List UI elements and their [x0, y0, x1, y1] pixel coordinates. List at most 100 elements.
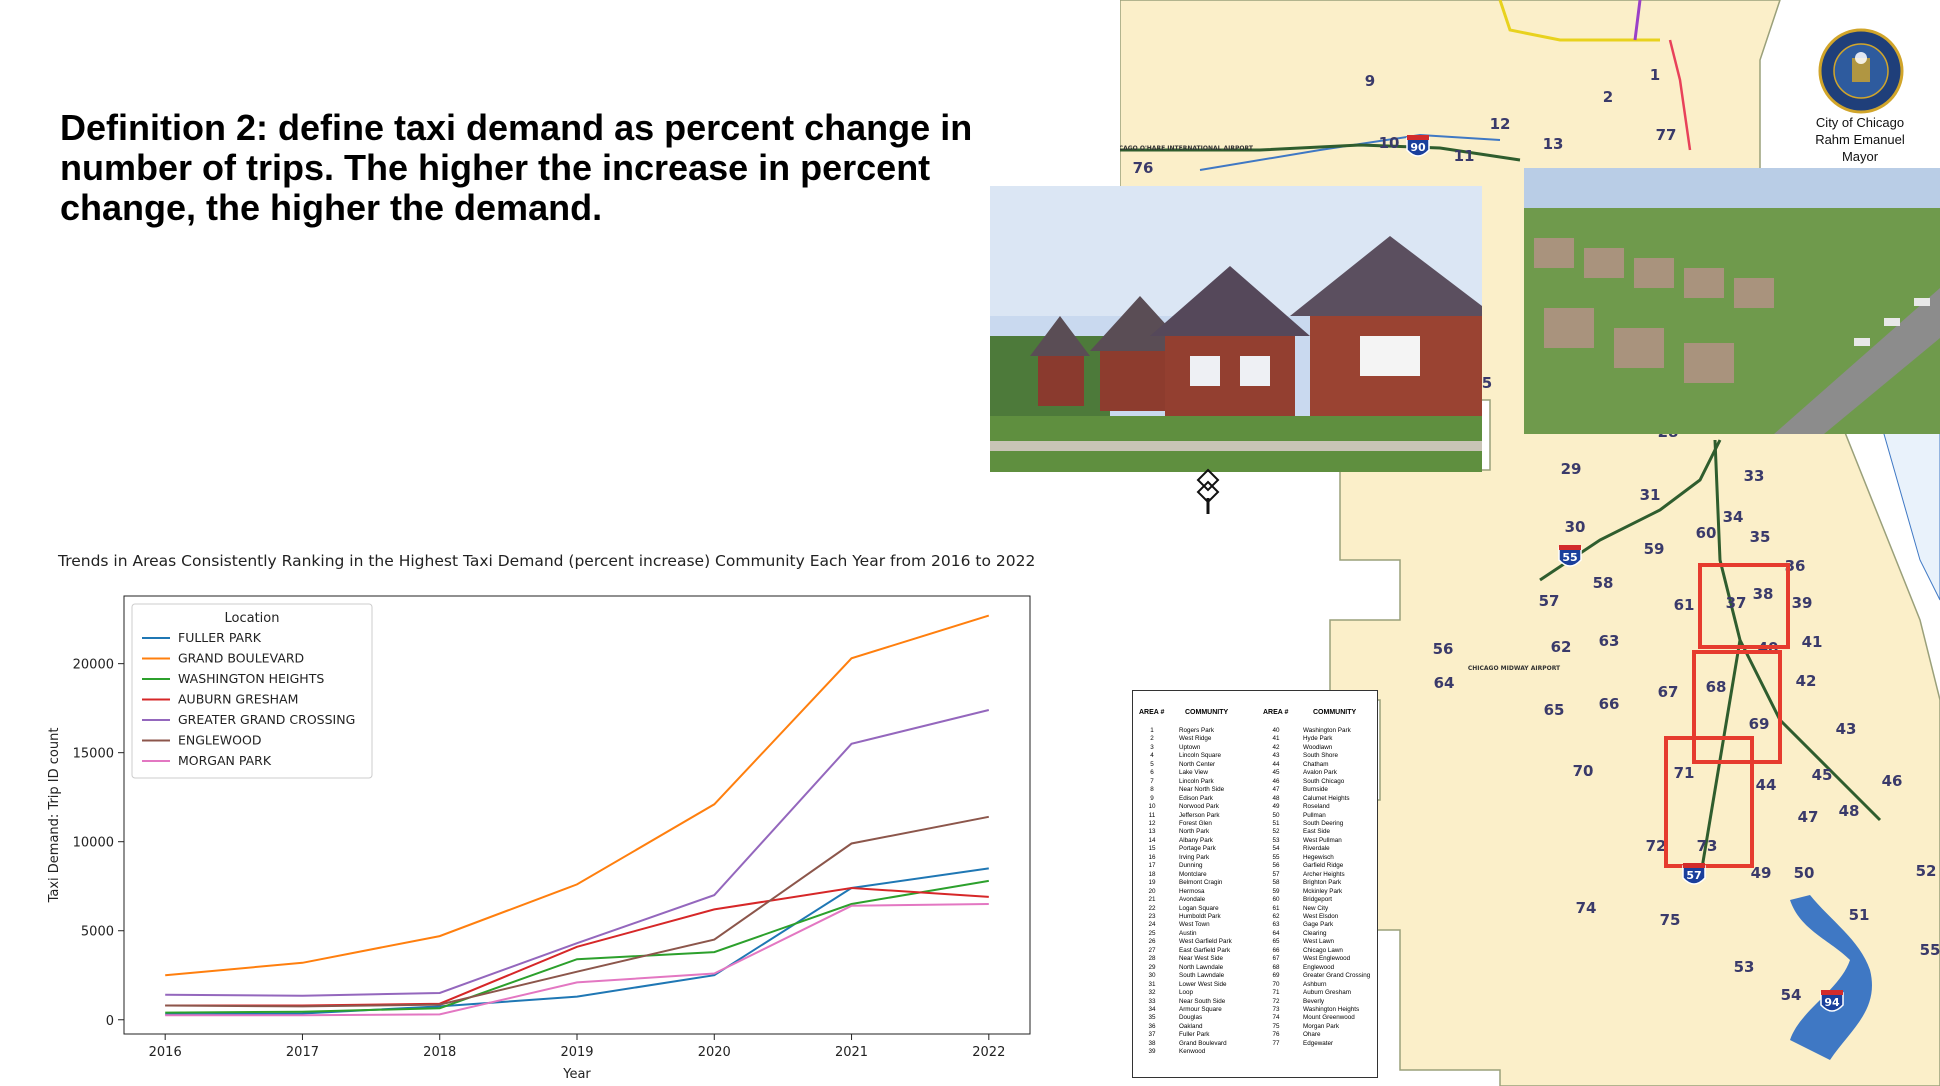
city-seal-icon	[1818, 28, 1904, 114]
area-number: 30	[1148, 972, 1156, 980]
community-name: Edgewater	[1303, 1039, 1334, 1047]
area-number: 17	[1148, 862, 1156, 870]
area-number: 34	[1148, 1005, 1156, 1013]
area-number: 52	[1272, 828, 1280, 836]
map-area-number: 55	[1920, 941, 1940, 959]
community-name: Near South Side	[1179, 997, 1226, 1005]
map-place-label: CHICAGO O'HARE INTERNATIONAL AIRPORT	[1120, 145, 1254, 152]
interstate-shield-icon	[1558, 547, 1582, 567]
area-number: 63	[1272, 921, 1280, 929]
x-tick-label: 2016	[149, 1045, 182, 1060]
community-name: Rogers Park	[1179, 727, 1214, 734]
table-row: 62 West Elsdon	[1265, 913, 1370, 921]
area-number: 11	[1148, 811, 1156, 819]
table-row: 39 Kenwood	[1141, 1048, 1232, 1056]
community-name: Beverly	[1303, 997, 1324, 1005]
seal-caption-line: Rahm Emanuel	[1815, 132, 1905, 147]
area-number: 46	[1272, 777, 1280, 785]
map-area-number: 41	[1802, 633, 1823, 651]
community-name: Hyde Park	[1303, 735, 1333, 743]
community-name: Lincoln Park	[1179, 777, 1214, 785]
area-number: 35	[1148, 1014, 1156, 1022]
community-name: Ashburn	[1303, 980, 1327, 988]
seal-caption: City of Chicago Rahm Emanuel Mayor	[1790, 114, 1930, 165]
community-name: North Center	[1179, 760, 1216, 768]
map-area-number: 57	[1539, 592, 1560, 610]
community-name: Loop	[1179, 989, 1194, 997]
map-area-number: 68	[1706, 678, 1727, 696]
community-name: Lake View	[1179, 769, 1208, 777]
map-area-number: 64	[1434, 674, 1455, 692]
interstate-shield-icon	[1406, 137, 1430, 157]
highlight-box-37-38	[1698, 563, 1790, 649]
community-name: Chicago Lawn	[1303, 946, 1343, 954]
area-number: 18	[1148, 870, 1156, 878]
y-tick-label: 10000	[73, 836, 114, 851]
table-row: 64 Clearing	[1265, 930, 1370, 938]
community-name: Brighton Park	[1303, 879, 1342, 887]
table-row: 58 Brighton Park	[1265, 879, 1370, 887]
map-area-number: 49	[1751, 864, 1772, 882]
area-number: 15	[1148, 845, 1156, 853]
table-header-area-right: AREA #	[1263, 709, 1289, 716]
community-name: Pullman	[1303, 811, 1326, 819]
table-row: 19 Belmont Cragin	[1141, 879, 1232, 887]
area-number: 42	[1272, 743, 1280, 751]
table-row: 46 South Chicago	[1265, 778, 1370, 786]
map-area-number: 63	[1599, 632, 1620, 650]
table-row: 47 Burnside	[1265, 786, 1370, 794]
table-row: 27 East Garfield Park	[1141, 947, 1232, 955]
table-row: 56 Garfield Ridge	[1265, 862, 1370, 870]
slide-heading: Definition 2: define taxi demand as perc…	[60, 107, 973, 228]
map-area-number: 30	[1565, 518, 1586, 536]
map-area-number: 72	[1646, 837, 1667, 855]
area-number: 61	[1272, 904, 1280, 912]
purple-line	[1633, 0, 1642, 41]
table-row: 73 Washington Heights	[1265, 1006, 1370, 1014]
community-name: Fuller Park	[1179, 1031, 1210, 1039]
table-row: 67 West Englewood	[1265, 955, 1370, 963]
community-name: South Deering	[1303, 819, 1344, 827]
area-number: 5	[1150, 760, 1154, 768]
table-row: 30 South Lawndale	[1141, 972, 1232, 980]
table-row: 14 Albany Park	[1141, 837, 1232, 845]
table-row: 1 Rogers Park	[1141, 727, 1232, 735]
area-number: 7	[1150, 777, 1154, 785]
table-row: 65 West Lawn	[1265, 938, 1370, 946]
y-tick-label: 0	[106, 1014, 114, 1029]
interstate-shield-icon	[1682, 865, 1706, 885]
community-name: Roseland	[1303, 803, 1330, 811]
table-row: 16 Irving Park	[1141, 854, 1232, 862]
map-area-number: 60	[1696, 524, 1717, 542]
community-name: East Side	[1303, 828, 1330, 836]
table-row: 59 Mckinley Park	[1265, 888, 1370, 896]
table-row: 28 Near West Side	[1141, 955, 1232, 963]
map-area-number: 74	[1576, 899, 1597, 917]
map-area-number: 51	[1849, 906, 1870, 924]
interstate-shield-band	[1683, 863, 1705, 868]
area-number: 13	[1148, 828, 1156, 836]
table-header-community-left: COMMUNITY	[1185, 709, 1229, 716]
area-number: 50	[1272, 811, 1280, 819]
table-row: 11 Jefferson Park	[1141, 812, 1232, 820]
map-area-number: 10	[1379, 134, 1400, 152]
table-row: 49 Roseland	[1265, 803, 1370, 811]
community-name: South Lawndale	[1179, 972, 1225, 980]
area-number: 25	[1148, 929, 1156, 937]
area-number: 59	[1272, 887, 1280, 895]
area-number: 56	[1272, 862, 1280, 870]
area-number: 31	[1148, 980, 1156, 988]
legend-box	[131, 603, 373, 779]
table-row: 68 Englewood	[1265, 964, 1370, 972]
expressway-90	[1120, 143, 1521, 162]
community-name: Kenwood	[1179, 1048, 1206, 1056]
table-row: 69 Greater Grand Crossing	[1265, 972, 1370, 980]
map-area-number: 42	[1796, 672, 1817, 690]
community-name: Garfield Ridge	[1303, 862, 1344, 870]
table-header-area-left: AREA #	[1139, 709, 1165, 716]
map-area-number: 56	[1433, 640, 1454, 658]
community-name: Jefferson Park	[1179, 811, 1220, 819]
community-name: Near North Side	[1179, 786, 1225, 794]
area-number: 22	[1148, 904, 1156, 912]
table-row: 3 Uptown	[1141, 744, 1232, 752]
